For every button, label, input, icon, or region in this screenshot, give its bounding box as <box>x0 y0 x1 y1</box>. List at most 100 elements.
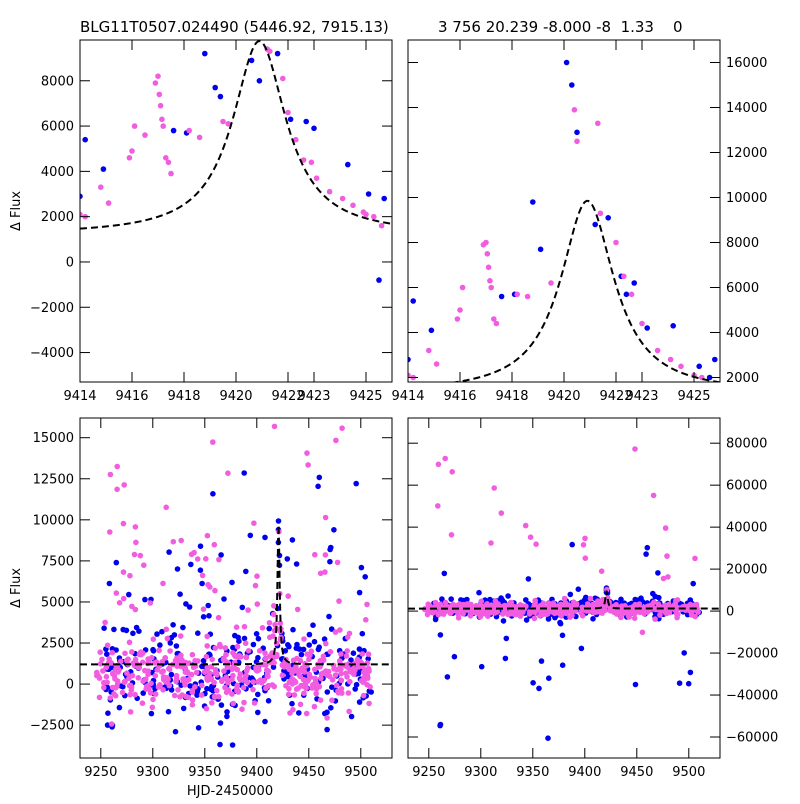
blue-data-point <box>310 622 316 628</box>
blue-data-point <box>350 650 357 656</box>
pink-data-point <box>204 532 211 539</box>
pink-data-point <box>563 610 569 617</box>
blue-data-point <box>352 686 359 692</box>
pink-data-point <box>114 680 121 686</box>
pink-data-point <box>200 606 207 612</box>
pink-data-point <box>302 681 308 688</box>
blue-data-point <box>592 221 598 228</box>
y-tick-label: 4000 <box>41 165 74 180</box>
pink-data-point <box>599 608 605 615</box>
pink-data-point <box>528 609 535 615</box>
x-tick-label: 9418 <box>495 389 528 404</box>
blue-data-point <box>130 630 136 637</box>
blue-data-point <box>183 601 189 607</box>
x-tick-label: 9420 <box>219 389 252 404</box>
blue-data-point <box>408 356 411 363</box>
pink-data-point <box>495 601 501 607</box>
x-tick-label: 9423 <box>625 389 658 404</box>
y-tick-label: 5000 <box>41 595 74 610</box>
y-tick-label: 2500 <box>41 637 74 652</box>
blue-data-point <box>359 630 366 637</box>
blue-data-point <box>197 567 204 573</box>
x-axis-label: HJD-2450000 <box>187 784 273 799</box>
y-tick-label: 6000 <box>41 120 74 135</box>
pink-data-point <box>221 668 227 674</box>
x-tick-label: 9414 <box>63 389 96 404</box>
blue-data-point <box>174 566 181 572</box>
y-tick-label: 4000 <box>726 326 759 341</box>
pink-data-point <box>283 683 289 689</box>
pink-data-point <box>366 700 372 707</box>
pink-data-point <box>252 582 259 589</box>
blue-data-point <box>365 655 372 662</box>
pink-data-point <box>270 611 277 618</box>
pink-data-point <box>632 446 638 452</box>
blue-data-point <box>676 680 683 686</box>
pink-data-point <box>440 611 447 617</box>
y-tick-label: 0 <box>726 605 734 620</box>
blue-data-point <box>194 692 200 698</box>
y-tick-label: 10000 <box>33 513 74 528</box>
pink-data-point <box>211 693 218 700</box>
pink-data-point <box>212 587 218 594</box>
pink-data-point <box>120 569 127 575</box>
pink-data-point <box>121 482 127 488</box>
blue-data-point <box>306 631 313 638</box>
pink-data-point <box>327 649 334 655</box>
blue-data-point <box>538 658 545 664</box>
pink-data-point <box>234 643 241 650</box>
panel-bottom-left: 9250 9300 9350 9400 9450 9500 −2500 0 2500 5000 75… <box>9 417 393 799</box>
pink-data-point <box>188 671 195 678</box>
pink-data-point <box>189 651 196 658</box>
blue-data-point <box>328 544 334 551</box>
blue-data-point <box>200 657 207 664</box>
pink-data-point <box>293 136 299 143</box>
blue-data-point <box>154 631 160 637</box>
pink-data-point <box>675 611 681 618</box>
pink-data-point <box>332 629 339 635</box>
pink-data-point <box>103 664 109 671</box>
pink-data-point <box>520 609 526 615</box>
pink-data-point <box>266 620 273 626</box>
pink-data-point <box>322 514 329 521</box>
blue-data-point <box>523 597 529 603</box>
blue-data-point <box>437 722 443 729</box>
blue-data-point <box>530 199 536 205</box>
pink-data-point <box>493 320 500 327</box>
pink-data-point <box>598 568 605 574</box>
blue-data-point <box>255 635 262 642</box>
pink-data-point <box>124 670 130 676</box>
pink-data-point <box>204 643 210 649</box>
blue-data-point <box>687 669 694 676</box>
pink-data-point <box>303 710 310 717</box>
pink-data-point <box>127 572 133 579</box>
blue-data-point <box>241 635 248 642</box>
blue-data-point <box>327 558 333 565</box>
pink-data-point <box>350 202 356 209</box>
pink-data-point <box>307 652 313 659</box>
y-tick-label: 16000 <box>726 56 767 71</box>
x-tick-label: 9450 <box>292 765 325 780</box>
blue-data-point <box>328 626 335 632</box>
pink-data-point <box>639 320 645 327</box>
pink-data-point <box>347 669 354 675</box>
blue-data-point <box>247 532 254 539</box>
pink-data-point <box>152 673 159 679</box>
pink-data-point <box>243 672 249 679</box>
pink-data-point <box>254 601 261 607</box>
y-tick-label: −2000 <box>30 301 74 316</box>
pink-data-point <box>233 624 240 630</box>
blue-data-point <box>210 491 216 497</box>
pink-data-point <box>540 600 547 607</box>
pink-data-point <box>291 692 298 698</box>
pink-data-point <box>262 650 268 656</box>
blue-data-point <box>300 646 307 653</box>
pink-data-point <box>336 598 342 604</box>
blue-data-point <box>605 215 611 221</box>
blue-data-point <box>685 680 692 687</box>
x-tick-label: 9500 <box>344 765 377 780</box>
pink-data-point <box>488 540 494 546</box>
pink-data-point <box>224 676 231 683</box>
pink-data-point <box>150 696 156 703</box>
x-tick-label: 9450 <box>620 765 653 780</box>
